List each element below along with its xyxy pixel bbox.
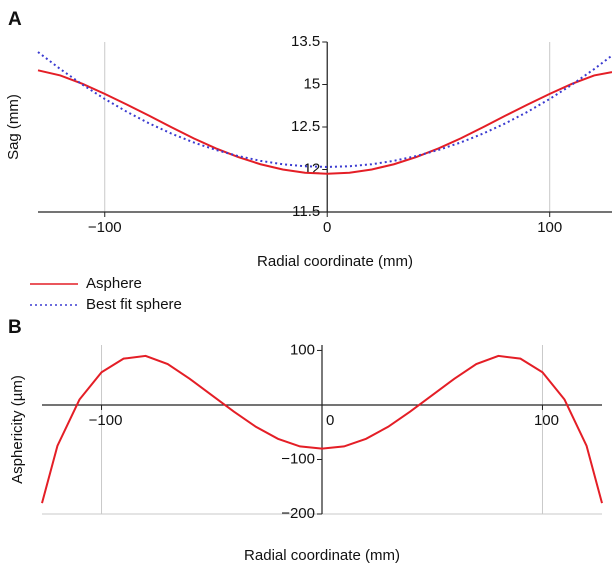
series-line	[37, 51, 612, 168]
legend-label: Asphere	[86, 275, 142, 292]
y-tick-label: 13.5	[291, 33, 320, 50]
legend-label: Best fit sphere	[86, 296, 182, 313]
y-tick-label: 15	[304, 75, 321, 92]
x-tick-label: −100	[89, 412, 123, 429]
x-tick-label: −100	[88, 219, 122, 236]
panel-label: A	[8, 9, 22, 30]
x-tick-label: 100	[534, 412, 559, 429]
y-tick-label: 100	[290, 341, 315, 358]
y-tick-label: 12	[304, 160, 321, 177]
x-tick-label: 0	[326, 412, 334, 429]
x-tick-label: 100	[537, 219, 562, 236]
y-axis-label: Asphericity (µm)	[9, 375, 26, 484]
series-line	[41, 354, 603, 504]
x-tick-label: 0	[323, 219, 331, 236]
y-axis-label: Sag (mm)	[5, 94, 22, 160]
x-axis-label: Radial coordinate (mm)	[257, 253, 413, 270]
panel-label: B	[8, 317, 22, 338]
x-axis-label: Radial coordinate (mm)	[244, 547, 400, 564]
y-tick-label: 12.5	[291, 118, 320, 135]
y-tick-label: −100	[281, 450, 315, 467]
y-tick-label: 11.5	[292, 203, 320, 220]
series-line	[37, 69, 612, 175]
y-tick-label: −200	[281, 505, 315, 522]
